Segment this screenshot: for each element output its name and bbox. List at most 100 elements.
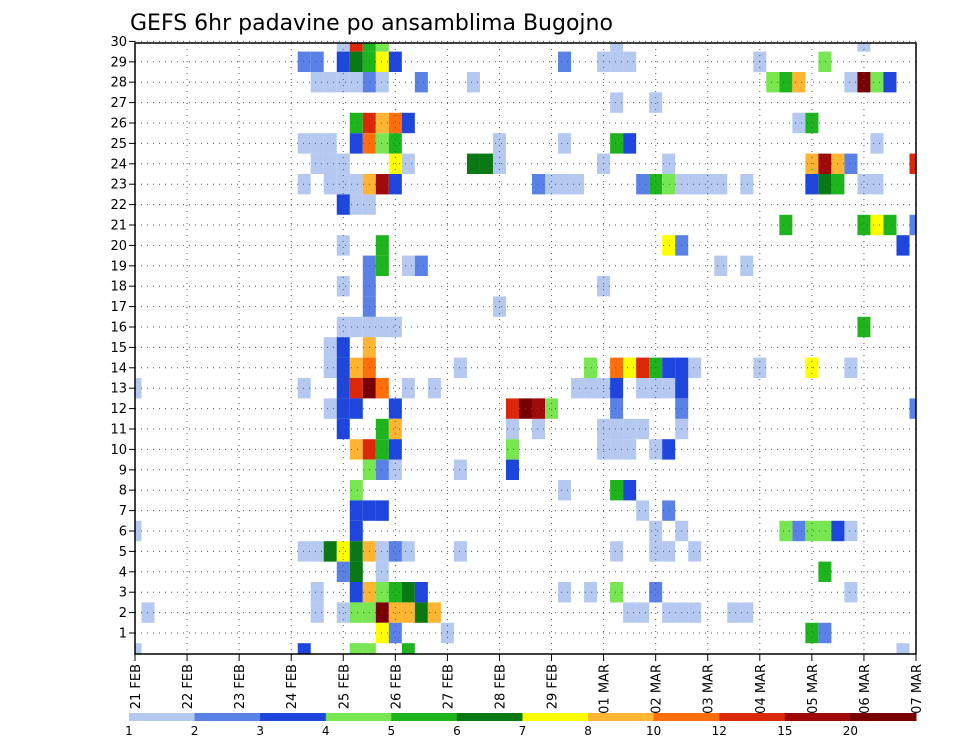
precip-cell bbox=[505, 459, 519, 480]
precip-cell bbox=[623, 602, 637, 623]
legend-swatch bbox=[588, 713, 655, 721]
precip-cell bbox=[401, 582, 415, 603]
precip-cell bbox=[649, 582, 663, 603]
color-legend: 1 2 3 4 5 6 7 8 10 12 15 20 bbox=[125, 713, 917, 738]
x-tick-label: 28 FEB bbox=[493, 664, 508, 709]
precip-cell bbox=[558, 480, 572, 501]
y-tick-label: 10 bbox=[110, 443, 127, 458]
precip-cell bbox=[610, 398, 624, 419]
precip-cell bbox=[636, 602, 650, 623]
precip-cell bbox=[349, 378, 363, 399]
precip-cell bbox=[323, 153, 337, 174]
precip-cell bbox=[135, 643, 142, 654]
precip-cell bbox=[779, 72, 793, 93]
precip-cell bbox=[336, 235, 350, 256]
precip-cell bbox=[310, 51, 324, 72]
precip-cell bbox=[375, 51, 389, 72]
y-tick-label: 26 bbox=[110, 117, 127, 132]
y-tick-label: 14 bbox=[110, 361, 127, 376]
precip-cell bbox=[375, 43, 389, 52]
y-tick-label: 25 bbox=[110, 137, 127, 152]
precip-cell bbox=[401, 112, 415, 134]
precip-cell bbox=[649, 174, 663, 195]
precip-cell bbox=[909, 153, 916, 174]
precip-cell bbox=[532, 418, 546, 440]
precip-cell bbox=[714, 174, 728, 195]
precip-cell bbox=[349, 643, 363, 654]
y-tick-label: 6 bbox=[119, 525, 127, 540]
precip-cell bbox=[909, 398, 916, 419]
y-tick-label: 16 bbox=[110, 321, 127, 336]
precip-cell bbox=[349, 72, 363, 93]
precip-cell bbox=[466, 72, 480, 93]
precip-cell bbox=[375, 235, 389, 256]
precip-cell bbox=[571, 378, 585, 399]
legend-label: 1 bbox=[125, 724, 133, 738]
precip-cell bbox=[349, 398, 363, 419]
precip-cell bbox=[349, 480, 363, 501]
precip-cell bbox=[297, 541, 311, 562]
precip-cell bbox=[610, 480, 624, 501]
precip-cell bbox=[388, 622, 402, 644]
precip-cell bbox=[336, 174, 350, 195]
precip-cell bbox=[870, 214, 884, 236]
precip-cell bbox=[310, 541, 324, 562]
precip-cell bbox=[297, 643, 311, 654]
x-tick-label: 29 FEB bbox=[546, 664, 561, 709]
precip-cell bbox=[844, 72, 858, 93]
precip-cell bbox=[401, 255, 415, 276]
precip-cell bbox=[610, 541, 624, 562]
precip-cell bbox=[349, 520, 363, 542]
precip-cell bbox=[297, 378, 311, 399]
precip-cell bbox=[805, 622, 819, 644]
precip-cell bbox=[310, 72, 324, 93]
precip-cell bbox=[388, 439, 402, 460]
y-tick-label: 22 bbox=[110, 198, 127, 213]
precip-cell bbox=[870, 174, 884, 195]
legend-label: 6 bbox=[453, 724, 461, 738]
legend-swatch bbox=[522, 713, 589, 721]
x-tick-label: 04 MAR bbox=[754, 664, 769, 714]
precip-cell bbox=[375, 561, 389, 582]
y-tick-label: 24 bbox=[110, 157, 127, 172]
precip-cell bbox=[336, 43, 350, 52]
precip-cell bbox=[375, 316, 389, 338]
precip-cell bbox=[584, 378, 598, 399]
y-tick-label: 28 bbox=[110, 76, 127, 91]
precip-cell bbox=[375, 133, 389, 154]
precip-cell bbox=[662, 602, 676, 623]
precip-cell bbox=[375, 378, 389, 399]
precip-cell bbox=[401, 378, 415, 399]
y-tick-label: 17 bbox=[110, 300, 127, 315]
y-axis: 1234567891011121314151617181920212223242… bbox=[110, 35, 135, 642]
precip-cell bbox=[336, 337, 350, 358]
precip-cell bbox=[805, 174, 819, 195]
precip-cell bbox=[375, 439, 389, 460]
precip-cell bbox=[662, 153, 676, 174]
precip-cell bbox=[792, 72, 806, 93]
legend-label: 4 bbox=[322, 724, 330, 738]
precip-cell bbox=[623, 439, 637, 460]
y-tick-label: 13 bbox=[110, 382, 127, 397]
y-tick-label: 2 bbox=[119, 606, 127, 621]
precip-cell bbox=[792, 520, 806, 542]
precip-cell bbox=[375, 602, 389, 623]
precip-cell bbox=[310, 582, 324, 603]
precip-cell bbox=[479, 153, 493, 174]
y-tick-label: 23 bbox=[110, 178, 127, 193]
precip-cell bbox=[414, 72, 428, 93]
precip-cell bbox=[545, 398, 559, 419]
y-tick-label: 9 bbox=[119, 463, 127, 478]
precip-cell bbox=[766, 72, 780, 93]
precip-cell bbox=[740, 602, 754, 623]
precip-cell bbox=[701, 174, 715, 195]
precip-cell bbox=[623, 51, 637, 72]
precip-cell bbox=[636, 357, 650, 378]
precip-cell bbox=[388, 112, 402, 134]
precip-cell bbox=[401, 602, 415, 623]
precip-cell bbox=[453, 541, 467, 562]
precip-cell bbox=[623, 133, 637, 154]
precip-cell bbox=[584, 357, 598, 378]
x-tick-label: 02 MAR bbox=[650, 664, 665, 714]
y-tick-label: 11 bbox=[110, 423, 127, 438]
